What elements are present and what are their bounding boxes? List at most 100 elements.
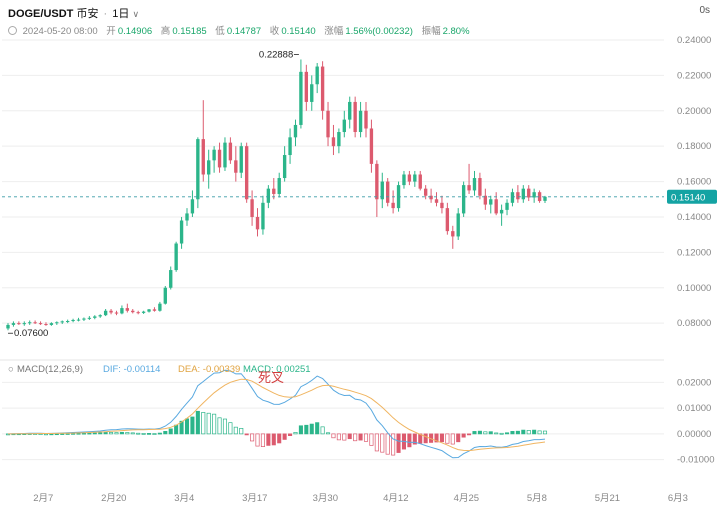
chevron-down-icon[interactable]: ∨ bbox=[132, 9, 140, 19]
macd-legend: ○ MACD(12,26,9) DIF: -0.00114 DEA: -0.00… bbox=[8, 364, 311, 375]
candle-down bbox=[131, 310, 135, 313]
time-tick-label: 5月21 bbox=[595, 493, 620, 504]
macd-bar-negative bbox=[467, 433, 472, 436]
candle-up bbox=[239, 146, 243, 173]
candle-down bbox=[304, 71, 309, 102]
candle-down bbox=[537, 192, 542, 202]
macd-bar-positive bbox=[537, 430, 542, 435]
candle-down bbox=[272, 188, 276, 194]
macd-bar-negative bbox=[391, 433, 396, 456]
macd-bar-positive bbox=[494, 432, 499, 435]
candle-down bbox=[234, 160, 238, 173]
macd-bar-positive bbox=[195, 410, 200, 435]
candle-up bbox=[87, 317, 92, 319]
macd-bar-positive bbox=[510, 431, 515, 435]
time-axis: 2月72月203月43月173月304月124月255月85月216月36月16… bbox=[33, 493, 688, 504]
candle-up bbox=[543, 196, 547, 201]
candle-down bbox=[407, 174, 412, 182]
candle-up bbox=[266, 188, 271, 203]
macd-bar-negative bbox=[336, 433, 341, 441]
symbol-label[interactable]: DOGE/USDT bbox=[8, 8, 74, 20]
macd-bar-positive bbox=[532, 429, 537, 435]
symbol-title-row: DOGE/USDT 币安 · 1日 ∨ bbox=[8, 5, 139, 21]
price-tick-label: 0.22000 bbox=[677, 70, 711, 81]
legend-dea: DEA: -0.00339 bbox=[178, 364, 240, 375]
time-tick-label: 3月4 bbox=[174, 493, 194, 504]
candle-up bbox=[93, 316, 97, 318]
candle-up bbox=[179, 220, 184, 244]
candle-up bbox=[315, 66, 319, 85]
candle-up bbox=[261, 202, 265, 230]
candle-down bbox=[516, 192, 520, 200]
macd-bar-positive bbox=[309, 423, 314, 435]
legend-dif: DIF: -0.00114 bbox=[103, 364, 160, 375]
candle-up bbox=[22, 323, 26, 325]
interval-selector[interactable]: 1日 bbox=[112, 8, 130, 20]
amplitude-label: 振幅 bbox=[421, 26, 441, 37]
time-tick-label: 5月8 bbox=[527, 493, 547, 504]
candle-up bbox=[6, 324, 10, 329]
candle-up bbox=[98, 315, 102, 317]
macd-bar-negative bbox=[358, 433, 363, 441]
high-value: 0.15185 bbox=[172, 26, 207, 37]
price-tick-label: 0.08000 bbox=[677, 318, 711, 329]
macd-bar-positive bbox=[212, 413, 217, 435]
macd-bar-positive bbox=[190, 416, 195, 435]
candle-up bbox=[158, 303, 162, 311]
macd-bar-positive bbox=[136, 432, 141, 435]
candle-down bbox=[152, 309, 157, 311]
macd-bar-positive bbox=[315, 422, 320, 435]
corner-label[interactable]: 0s bbox=[699, 5, 710, 16]
macd-lines bbox=[7, 369, 546, 459]
macd-bar-positive bbox=[526, 430, 531, 435]
macd-bar-negative bbox=[282, 433, 287, 440]
price-tick-label: 0.12000 bbox=[677, 247, 711, 258]
macd-bar-negative bbox=[434, 433, 439, 443]
macd-bar-negative bbox=[385, 433, 390, 455]
low-label: 低 bbox=[215, 26, 225, 37]
macd-gear-icon[interactable]: ○ bbox=[8, 364, 14, 375]
low-marker-label: 0.07600 bbox=[14, 328, 48, 339]
macd-bar-positive bbox=[472, 431, 477, 435]
macd-bar-negative bbox=[353, 433, 358, 442]
candle-up bbox=[299, 71, 303, 125]
macd-bar-positive bbox=[163, 431, 168, 435]
high-marker-label: 0.22888 bbox=[259, 49, 293, 60]
macd-bar-negative bbox=[380, 433, 385, 453]
macd-bar-positive bbox=[119, 431, 124, 435]
close-value: 0.15140 bbox=[281, 26, 316, 37]
candle-down bbox=[418, 174, 422, 189]
macd-bar-positive bbox=[239, 427, 244, 435]
macd-bar-negative bbox=[288, 433, 293, 437]
candle-down bbox=[451, 231, 455, 237]
candle-down bbox=[478, 178, 482, 196]
dif-line bbox=[7, 369, 546, 459]
macd-bar-positive bbox=[304, 424, 309, 435]
amplitude-value: 2.80% bbox=[442, 26, 470, 37]
candle-up bbox=[28, 322, 32, 324]
price-axis: 0.08000 0.10000 0.12000 0.14000 0.16000 0.180… bbox=[677, 35, 711, 329]
candle-up bbox=[510, 192, 515, 203]
candle-up bbox=[55, 322, 59, 324]
candle-down bbox=[434, 199, 439, 203]
candle-up bbox=[207, 160, 211, 175]
candle-up bbox=[163, 287, 167, 304]
last-price-label: 0.15140 bbox=[671, 192, 705, 203]
candle-up bbox=[337, 132, 341, 147]
macd-tick-label: 0.00000 bbox=[677, 429, 711, 440]
macd-bar-positive bbox=[222, 418, 228, 435]
macd-bar-positive bbox=[92, 432, 97, 435]
candle-down bbox=[391, 202, 395, 209]
macd-bar-positive bbox=[174, 424, 179, 435]
candle-up bbox=[348, 101, 352, 120]
candle-down bbox=[386, 181, 390, 203]
macd-bar-positive bbox=[130, 432, 135, 435]
candle-up bbox=[472, 178, 477, 191]
candle-down bbox=[244, 146, 249, 200]
macd-bar-negative bbox=[250, 433, 255, 442]
candle-up bbox=[505, 202, 509, 210]
macd-bar-positive bbox=[114, 432, 119, 435]
candle-up bbox=[293, 124, 298, 138]
time-tick-label: 3月30 bbox=[313, 493, 338, 504]
